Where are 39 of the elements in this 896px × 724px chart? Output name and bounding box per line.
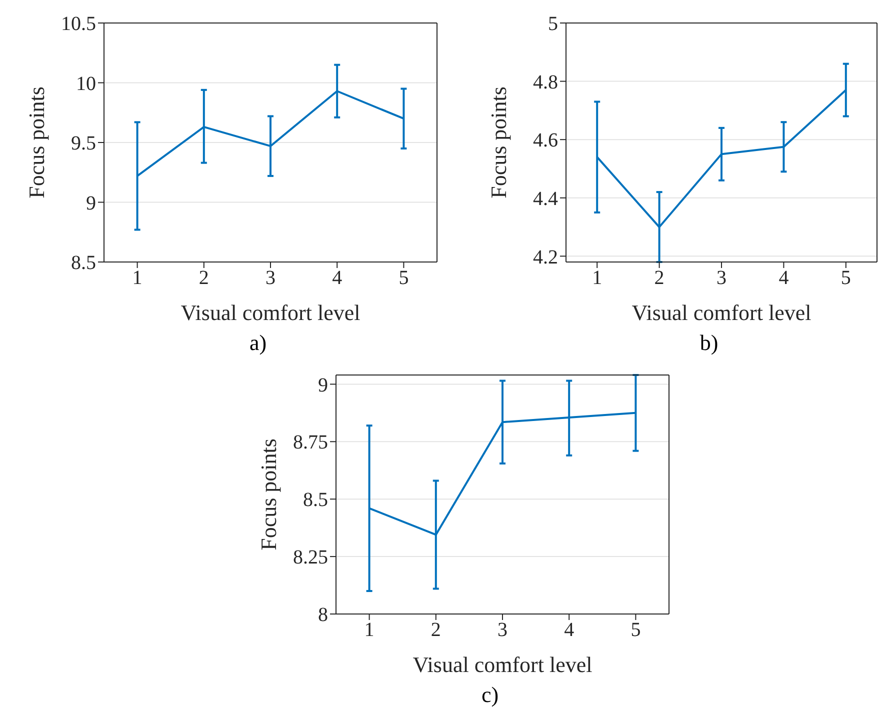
text: a): [248, 330, 268, 356]
x-tick-label: 1: [364, 619, 374, 642]
y-tick-label: 4.6: [533, 130, 558, 152]
x-axis-title: Visual comfort level: [412, 652, 592, 677]
y-tick-label: 8: [318, 604, 328, 626]
y-tick-label: 8.75: [293, 432, 328, 454]
y-tick-label: 8.5: [303, 489, 328, 512]
x-tick-label: 5: [630, 619, 641, 642]
y-tick-label: 4.4: [533, 188, 558, 210]
y-tick-label: 8.25: [293, 546, 328, 569]
y-tick-label: 4.2: [533, 246, 558, 268]
x-tick-label: 2: [198, 267, 209, 290]
x-tick-label: 2: [430, 619, 441, 642]
x-tick-label: 3: [266, 267, 276, 290]
x-tick-label: 3: [498, 619, 508, 642]
y-tick-label: 8.5: [71, 252, 96, 274]
x-tick-label: 1: [592, 267, 602, 290]
x-tick-label: 4: [564, 619, 574, 642]
y-tick-label: 9: [86, 192, 96, 214]
y-tick-label: 4.8: [533, 71, 558, 94]
x-tick-label: 5: [840, 267, 851, 290]
text: b): [698, 330, 720, 356]
y-axis-title: Focus points: [486, 86, 511, 198]
x-tick-label: 1: [132, 267, 142, 290]
y-tick-label: 10.5: [61, 13, 96, 36]
x-axis-title: Visual comfort level: [180, 300, 360, 325]
y-tick-label: 9.5: [71, 132, 96, 155]
y-axis-title: Focus points: [256, 438, 281, 550]
x-tick-label: 4: [332, 267, 342, 290]
text: c): [480, 682, 500, 708]
y-tick-label: 5: [548, 13, 558, 36]
x-axis-title: Visual comfort level: [632, 300, 812, 325]
x-tick-label: 3: [716, 267, 726, 290]
y-axis-title: Focus points: [24, 86, 49, 198]
y-tick-label: 10: [76, 72, 96, 95]
x-tick-label: 5: [398, 267, 409, 290]
x-tick-label: 2: [654, 267, 664, 290]
x-tick-label: 4: [778, 267, 789, 290]
y-tick-label: 9: [318, 374, 328, 396]
